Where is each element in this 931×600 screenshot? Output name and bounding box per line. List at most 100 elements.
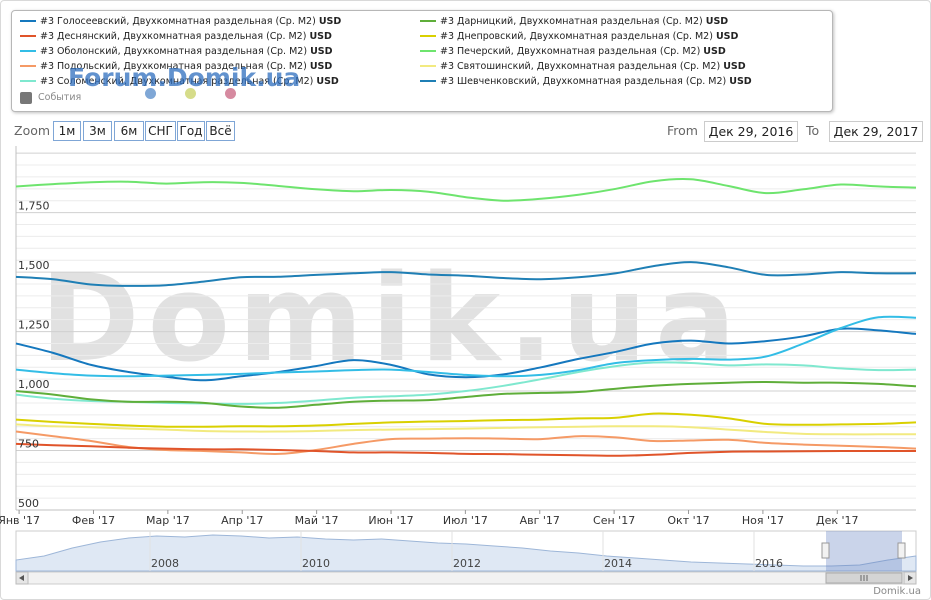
legend-label: #3 Подольский, Двухкомнатная раздельная … bbox=[40, 61, 310, 72]
navigator-year-label: 2010 bbox=[302, 557, 330, 570]
navigator-left-handle[interactable] bbox=[821, 542, 830, 559]
zoom-label: Zoom bbox=[14, 123, 51, 138]
legend-swatch bbox=[20, 49, 36, 52]
legend-swatch bbox=[420, 34, 436, 37]
navigator-year-label: 2016 bbox=[755, 557, 783, 570]
legend-item[interactable]: #3 Днепровский, Двухкомнатная раздельная… bbox=[420, 30, 738, 44]
legend: #3 Голосеевский, Двухкомнатная раздельна… bbox=[11, 10, 833, 112]
chart-series bbox=[15, 178, 917, 457]
x-axis-ticks: Янв '17 Фев '17 Мар '17 Апр '17 Май '17 Июн '… bbox=[0, 510, 859, 527]
navigator-right-handle[interactable] bbox=[897, 542, 906, 559]
navigator-selected-range[interactable] bbox=[826, 531, 902, 571]
navigator-series-area bbox=[15, 534, 917, 572]
series-line[interactable] bbox=[15, 178, 917, 202]
zoom-6m-button[interactable]: 6м bbox=[114, 121, 144, 141]
legend-unit: USD bbox=[316, 76, 339, 87]
legend-label: #3 Деснянский, Двухкомнатная раздельная … bbox=[40, 31, 310, 42]
from-date-input[interactable]: Дек 29, 2016 bbox=[704, 121, 798, 142]
y-tick-label: 1,250 bbox=[18, 319, 50, 332]
x-tick-label: Фев '17 bbox=[72, 514, 115, 527]
x-tick-label: Ноя '17 bbox=[742, 514, 784, 527]
y-tick-label: 1,750 bbox=[18, 200, 50, 213]
x-tick-label: Окт '17 bbox=[667, 514, 709, 527]
legend-item[interactable]: #3 Деснянский, Двухкомнатная раздельная … bbox=[20, 30, 332, 44]
legend-label: #3 Соломенский, Двухкомнатная раздельная… bbox=[40, 76, 317, 87]
zoom-1y-button[interactable]: Год bbox=[177, 121, 205, 141]
grip-icon bbox=[860, 575, 868, 581]
legend-label: #3 Оболонский, Двухкомнатная раздельная … bbox=[40, 46, 311, 57]
legend-unit: USD bbox=[729, 76, 752, 87]
scrollbar[interactable] bbox=[15, 571, 917, 585]
events-swatch-icon bbox=[20, 91, 32, 104]
chart-grid bbox=[15, 146, 916, 511]
event-dot-yellow[interactable] bbox=[185, 88, 196, 99]
legend-swatch bbox=[20, 19, 36, 22]
legend-swatch bbox=[420, 49, 436, 52]
x-tick-label: Июн '17 bbox=[368, 514, 413, 527]
series-line[interactable] bbox=[15, 315, 917, 378]
legend-unit: USD bbox=[705, 16, 729, 27]
y-tick-label: 1,000 bbox=[18, 378, 50, 391]
scrollbar-track[interactable] bbox=[15, 571, 917, 585]
legend-swatch bbox=[20, 34, 36, 37]
to-label: To bbox=[806, 123, 820, 138]
x-tick-label: Мар '17 bbox=[146, 514, 190, 527]
event-dot-pink[interactable] bbox=[225, 88, 236, 99]
legend-unit: USD bbox=[703, 46, 726, 57]
legend-item[interactable]: #3 Шевченковский, Двухкомнатная раздельн… bbox=[420, 75, 752, 89]
event-dot-blue[interactable] bbox=[145, 88, 156, 99]
legend-item[interactable]: #3 Святошинский, Двухкомнатная раздельна… bbox=[420, 60, 746, 74]
series-line[interactable] bbox=[15, 327, 917, 382]
legend-item[interactable]: #3 Оболонский, Двухкомнатная раздельная … bbox=[20, 45, 333, 59]
to-date-input[interactable]: Дек 29, 2017 bbox=[829, 121, 923, 142]
navigator-year-label: 2014 bbox=[604, 557, 632, 570]
zoom-1m-button[interactable]: 1м bbox=[53, 121, 81, 141]
zoom-ytd-button[interactable]: СНГ bbox=[145, 121, 176, 141]
events-label: События bbox=[38, 92, 82, 103]
x-tick-label: Янв '17 bbox=[0, 514, 40, 527]
credit-label: Domik.ua bbox=[873, 586, 921, 597]
series-line[interactable] bbox=[15, 380, 917, 409]
x-tick-label: Сен '17 bbox=[593, 514, 635, 527]
forum-watermark: Forum.Domik.ua bbox=[68, 63, 301, 92]
legend-label: #3 Святошинский, Двухкомнатная раздельна… bbox=[440, 61, 724, 72]
series-line[interactable] bbox=[15, 361, 917, 405]
legend-swatch bbox=[20, 79, 36, 82]
x-tick-label: Июл '17 bbox=[443, 514, 488, 527]
legend-item-events[interactable]: События bbox=[20, 91, 81, 105]
navigator[interactable]: 2008 2010 2012 2014 2016 bbox=[15, 530, 917, 572]
y-tick-label: 750 bbox=[18, 438, 39, 451]
x-tick-label: Апр '17 bbox=[221, 514, 263, 527]
zoom-all-button[interactable]: Всё bbox=[206, 121, 235, 141]
navigator-year-label: 2008 bbox=[151, 557, 179, 570]
chevron-right-icon bbox=[908, 575, 913, 581]
y-tick-label: 1,500 bbox=[18, 259, 50, 272]
legend-swatch bbox=[420, 64, 436, 67]
legend-unit: USD bbox=[715, 31, 739, 42]
legend-item[interactable]: #3 Подольский, Двухкомнатная раздельная … bbox=[20, 60, 332, 74]
legend-item[interactable]: #3 Дарницкий, Двухкомнатная раздельная (… bbox=[420, 15, 728, 29]
legend-unit: USD bbox=[318, 16, 342, 27]
series-line[interactable] bbox=[15, 261, 917, 287]
chevron-left-icon bbox=[19, 575, 24, 581]
x-tick-label: Дек '17 bbox=[816, 514, 859, 527]
series-line[interactable] bbox=[15, 412, 917, 428]
legend-label: #3 Шевченковский, Двухкомнатная раздельн… bbox=[440, 76, 730, 87]
from-label: From bbox=[667, 123, 698, 138]
legend-label: #3 Дарницкий, Двухкомнатная раздельная (… bbox=[440, 16, 706, 27]
legend-item[interactable]: #3 Печерский, Двухкомнатная раздельная (… bbox=[420, 45, 726, 59]
legend-item[interactable]: #3 Голосеевский, Двухкомнатная раздельна… bbox=[20, 15, 341, 29]
y-tick-label: 500 bbox=[18, 497, 39, 510]
legend-swatch bbox=[420, 19, 436, 22]
y-axis-ticks: 500 750 1,000 1,250 1,500 1,750 bbox=[18, 200, 50, 510]
legend-swatch bbox=[20, 64, 36, 67]
legend-swatch bbox=[420, 79, 436, 82]
x-tick-label: Май '17 bbox=[295, 514, 339, 527]
series-line[interactable] bbox=[15, 430, 917, 455]
legend-item[interactable]: #3 Соломенский, Двухкомнатная раздельная… bbox=[20, 75, 339, 89]
legend-unit: USD bbox=[309, 31, 332, 42]
zoom-3m-button[interactable]: 3м bbox=[83, 121, 112, 141]
series-line[interactable] bbox=[15, 442, 916, 457]
legend-label: #3 Голосеевский, Двухкомнатная раздельна… bbox=[40, 16, 319, 27]
series-line[interactable] bbox=[15, 423, 916, 436]
